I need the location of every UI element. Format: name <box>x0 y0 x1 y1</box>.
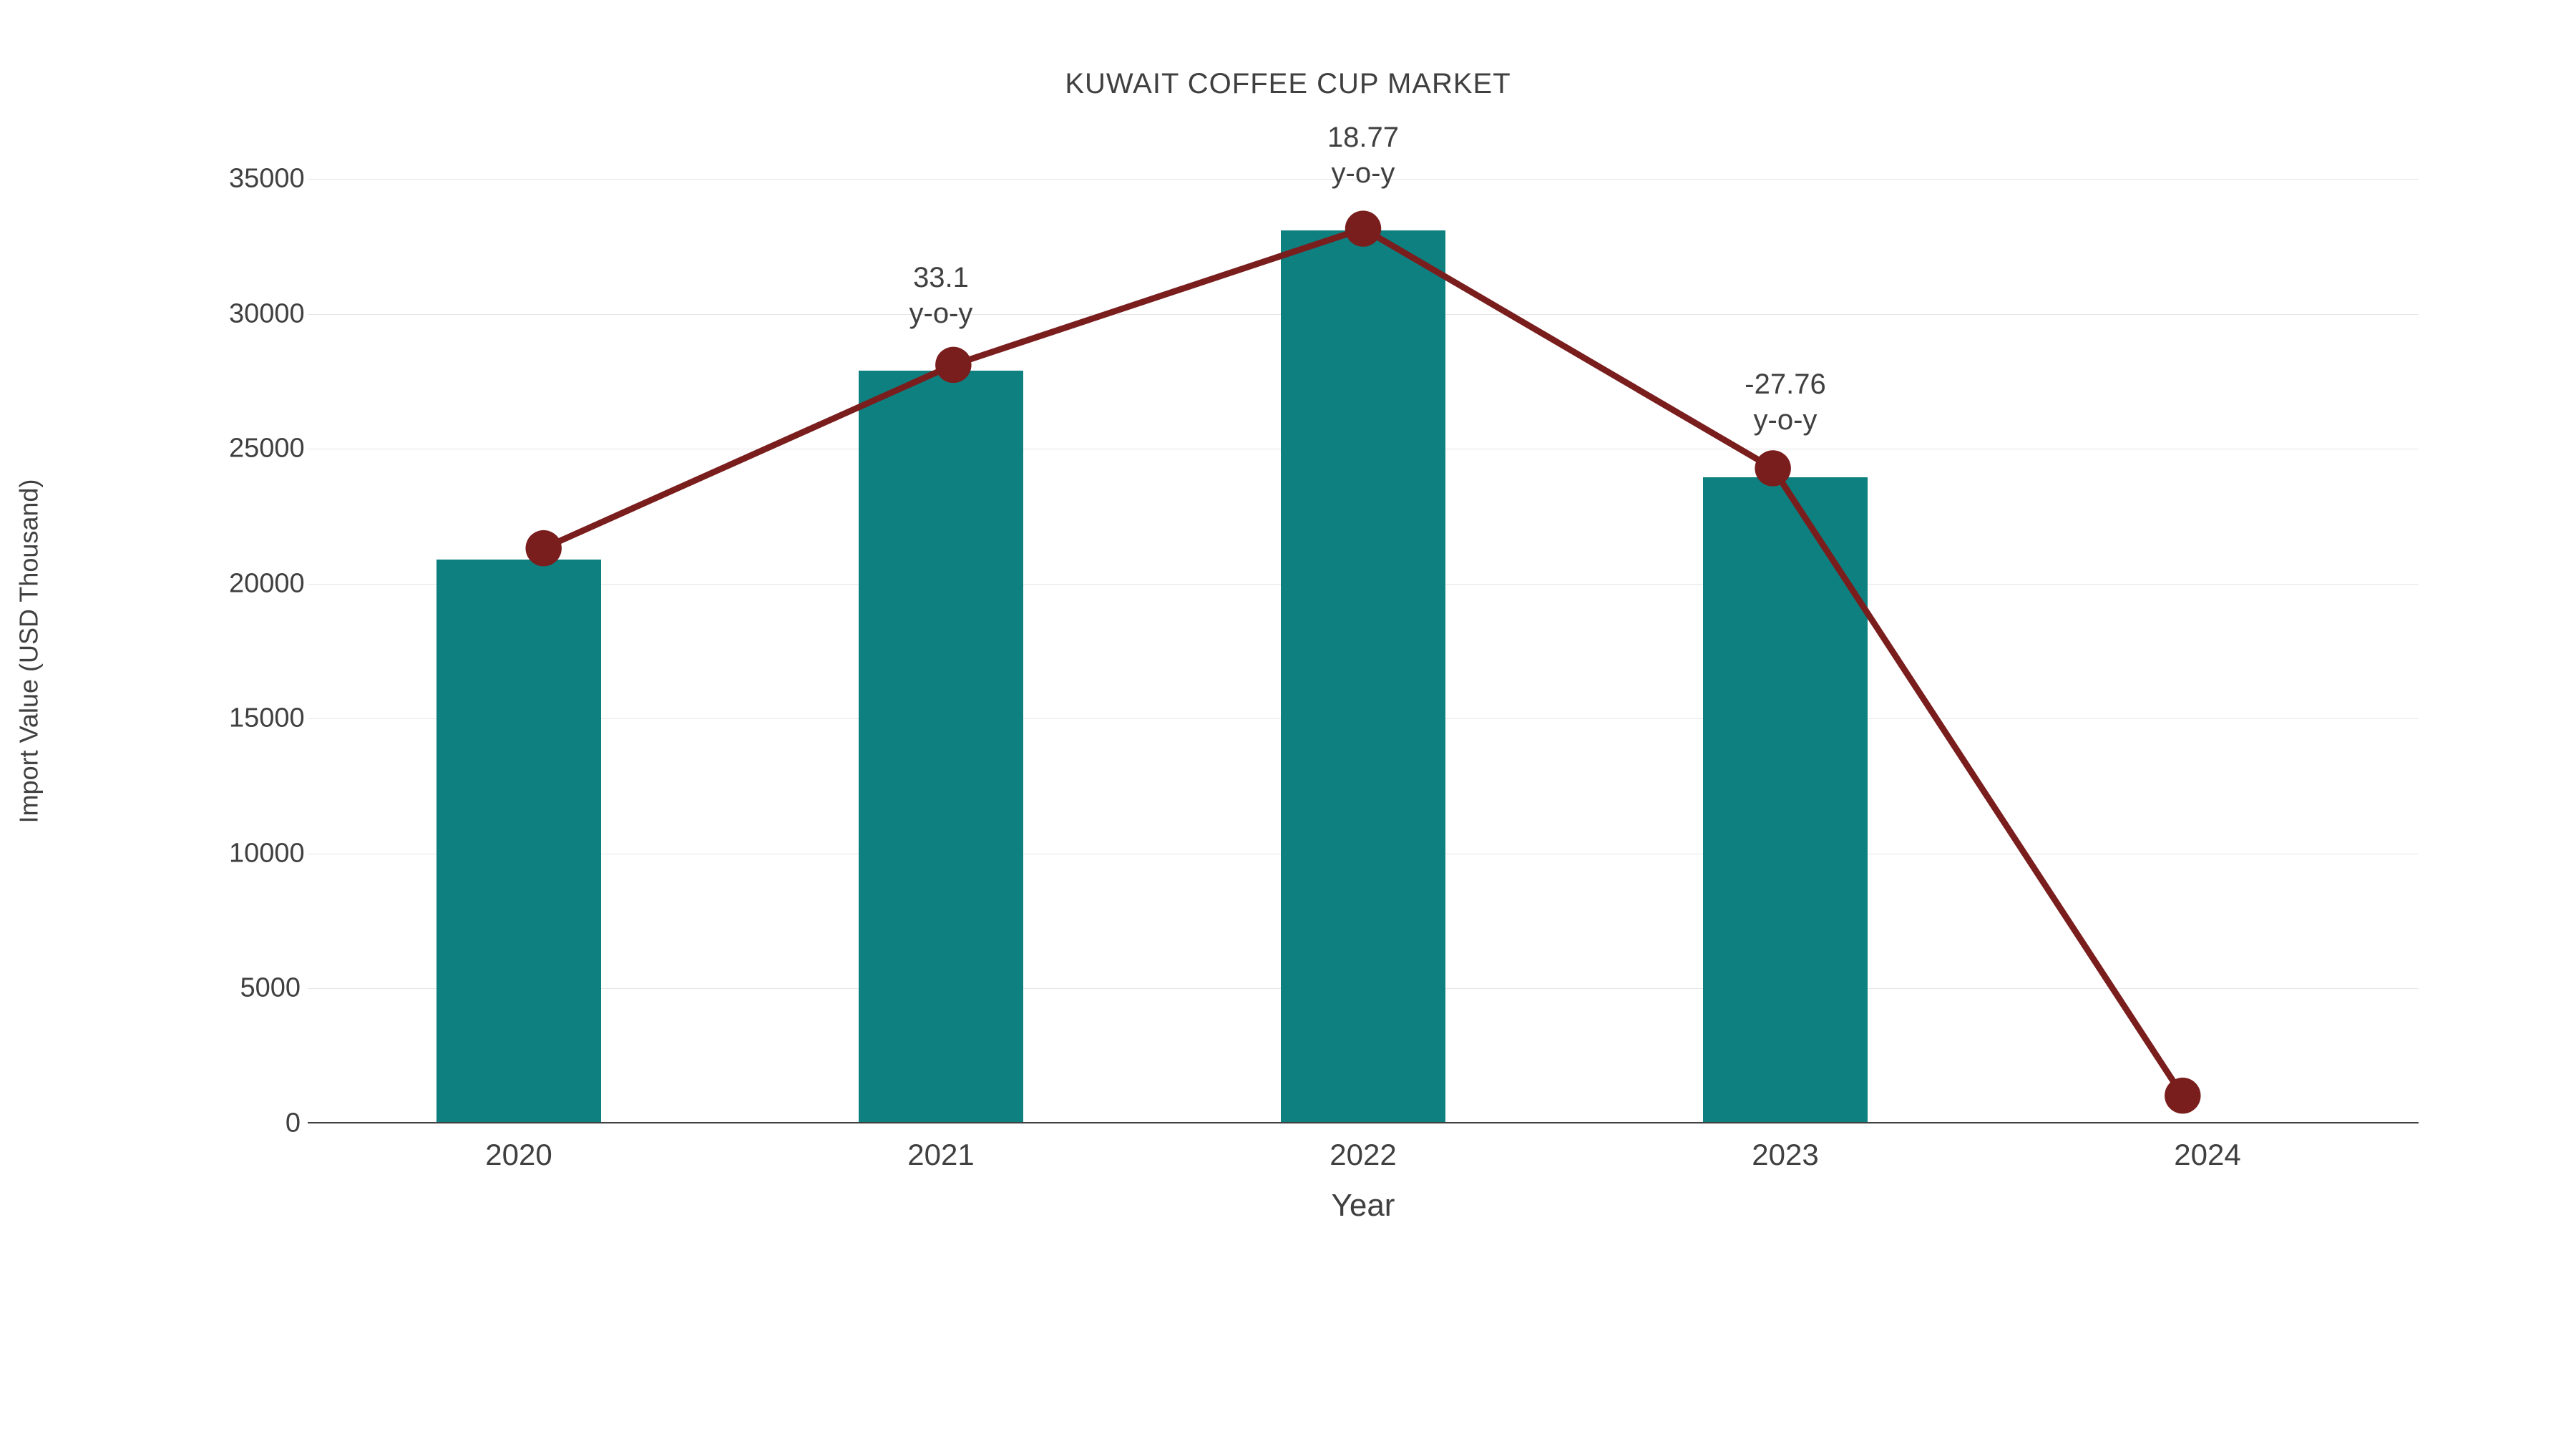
x-axis-title: Year <box>308 1188 2419 1224</box>
data-point-2024[interactable] <box>2165 1078 2200 1113</box>
chart-title: KUWAIT COFFEE CUP MARKET <box>0 68 2576 100</box>
y-tick-label-20000: 20000 <box>229 568 301 599</box>
y-tick-label-25000: 25000 <box>229 434 301 464</box>
yoy-label-2021[interactable]: 33.1 y-o-y <box>812 260 1070 331</box>
y-tick-label-30000: 30000 <box>229 298 301 329</box>
category-label-2021[interactable]: 2021 <box>834 1138 1048 1172</box>
data-point-2021[interactable] <box>935 347 971 383</box>
trend-line <box>308 179 2419 1123</box>
data-point-2022[interactable] <box>1345 210 1381 246</box>
y-tick-label-10000: 10000 <box>229 838 301 869</box>
category-label-2023[interactable]: 2023 <box>1678 1138 1893 1172</box>
category-label-2020[interactable]: 2020 <box>411 1138 626 1172</box>
yoy-label-2023[interactable]: -27.76 y-o-y <box>1657 366 1914 438</box>
chart-container: KUWAIT COFFEE CUP MARKET Import Value (U… <box>0 0 2576 1449</box>
yoy-label-2022[interactable]: 18.77 y-o-y <box>1234 119 1492 191</box>
data-point-2020[interactable] <box>525 530 561 566</box>
y-tick-label-35000: 35000 <box>229 164 301 195</box>
category-label-2024[interactable]: 2024 <box>2100 1138 2315 1172</box>
category-label-2022[interactable]: 2022 <box>1256 1138 1470 1172</box>
y-tick-label-5000: 5000 <box>229 973 301 1004</box>
trend-line-path <box>544 229 2183 1096</box>
y-tick-label-0: 0 <box>229 1108 301 1139</box>
y-axis-label: Import Value (USD Thousand) <box>7 179 50 1123</box>
y-tick-label-15000: 15000 <box>229 703 301 734</box>
gridline-0 <box>308 1123 2419 1124</box>
data-point-2023[interactable] <box>1755 450 1790 486</box>
plot-area: 0 5000 10000 15000 20000 25000 30000 35000 33.1… <box>308 179 2419 1123</box>
x-axis-line <box>308 1122 2419 1123</box>
